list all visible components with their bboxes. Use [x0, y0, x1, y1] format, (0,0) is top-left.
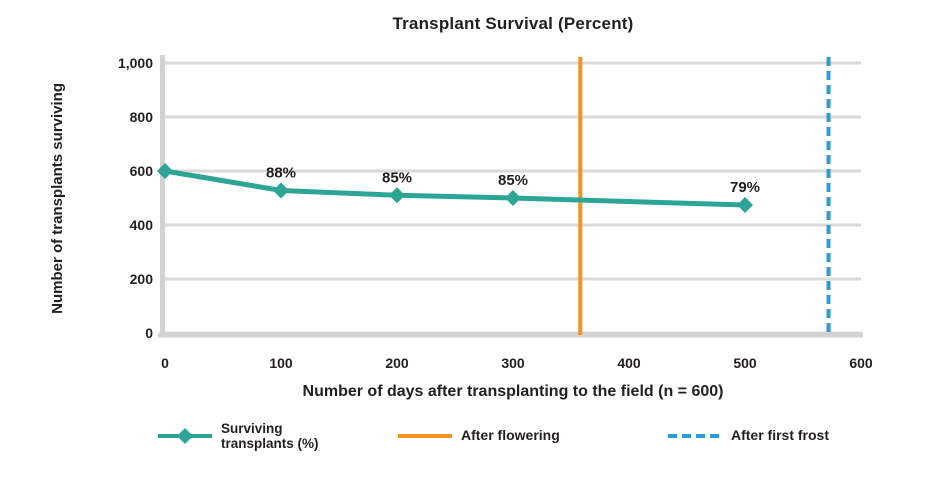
legend-label-blue: After first frost [731, 427, 830, 444]
teal-line-diamond-marker-icon [158, 428, 212, 444]
y-tick-label: 400 [130, 217, 154, 233]
x-tick-label: 300 [501, 355, 525, 371]
data-point-label: 79% [730, 179, 760, 196]
series-marker-diamond [737, 197, 753, 214]
legend-entry-blue-line: After first frost [668, 416, 829, 456]
y-tick-label: 200 [130, 271, 154, 287]
data-point-label: 88% [266, 164, 296, 181]
x-tick-label: 600 [849, 355, 873, 371]
series-marker-diamond [505, 190, 521, 206]
legend-entry-series: Surviving transplants (%) [158, 416, 341, 456]
series-marker-diamond [273, 182, 289, 199]
series-marker-diamond [389, 187, 405, 204]
data-point-label: 85% [382, 169, 412, 186]
blue-dashed-line-icon [668, 434, 722, 438]
legend-label-orange: After flowering [461, 427, 560, 444]
legend-entry-orange-line: After flowering [398, 416, 560, 456]
x-tick-label: 0 [161, 355, 169, 371]
x-axis-title: Number of days after transplanting to th… [302, 383, 724, 400]
y-tick-label: 800 [130, 109, 154, 125]
y-tick-label: 1,000 [118, 55, 153, 71]
y-tick-label: 600 [130, 163, 154, 179]
data-point-label: 85% [498, 172, 528, 189]
y-tick-label: 0 [145, 325, 153, 341]
chart-title: Transplant Survival (Percent) [392, 14, 634, 33]
orange-solid-line-icon [398, 434, 452, 438]
x-tick-label: 400 [617, 355, 641, 371]
x-tick-label: 200 [385, 355, 409, 371]
series-marker-diamond [157, 163, 173, 179]
x-tick-label: 500 [733, 355, 757, 371]
legend: Surviving transplants (%) After flowerin… [0, 416, 940, 460]
legend-label-series: Surviving transplants (%) [221, 420, 319, 451]
series-line [164, 168, 746, 208]
x-tick-label: 100 [269, 355, 293, 371]
